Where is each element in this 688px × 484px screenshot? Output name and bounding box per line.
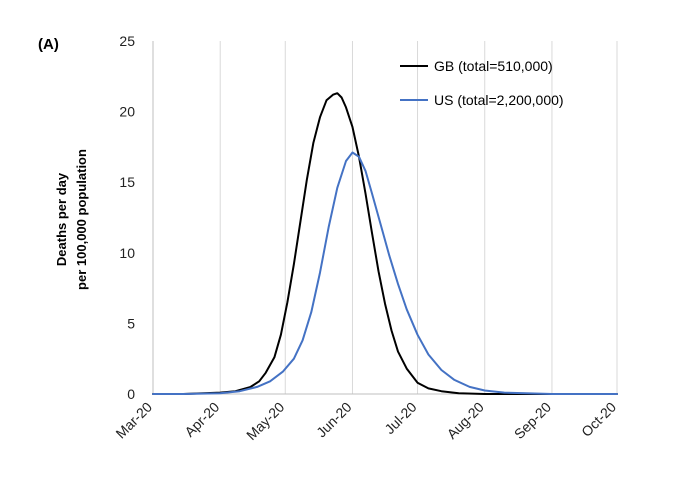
y-tick-label-4: 20 <box>119 104 135 120</box>
legend-label-0: GB (total=510,000) <box>434 58 553 74</box>
x-tick-label-4: Jul-20 <box>381 399 419 437</box>
y-tick-label-1: 5 <box>127 315 135 331</box>
x-tick-label-3: Jun-20 <box>313 399 355 441</box>
y-axis-label-line-0: Deaths per day <box>54 172 69 266</box>
x-tick-label-2: May-20 <box>243 399 287 443</box>
x-tick-label-1: Apr-20 <box>181 399 222 440</box>
series-lines <box>152 92 618 395</box>
y-axis-label: Deaths per day per 100,000 population <box>54 149 89 290</box>
y-tick-label-2: 10 <box>119 245 135 261</box>
x-tick-label-0: Mar-20 <box>112 399 155 442</box>
legend: GB (total=510,000) US (total=2,200,000) <box>400 58 564 108</box>
y-tick-label-5: 25 <box>119 33 135 49</box>
x-tick-label-6: Sep-20 <box>511 399 554 442</box>
y-tick-label-3: 15 <box>119 174 135 190</box>
x-tick-label-5: Aug-20 <box>444 399 487 442</box>
series-line-0 <box>152 92 618 395</box>
series-line-1 <box>152 151 618 395</box>
x-tick-label-7: Oct-20 <box>578 399 619 440</box>
x-tick-labels: Mar-20 Apr-20 May-20 Jun-20 Jul-20 Aug-20 Sep-… <box>112 399 619 443</box>
y-axis-label-line-1: per 100,000 population <box>74 149 89 290</box>
legend-label-1: US (total=2,200,000) <box>434 92 564 108</box>
y-tick-labels: 0 5 10 15 20 25 <box>119 33 135 402</box>
y-tick-label-0: 0 <box>127 386 135 402</box>
panel-label: (A) <box>38 36 59 53</box>
